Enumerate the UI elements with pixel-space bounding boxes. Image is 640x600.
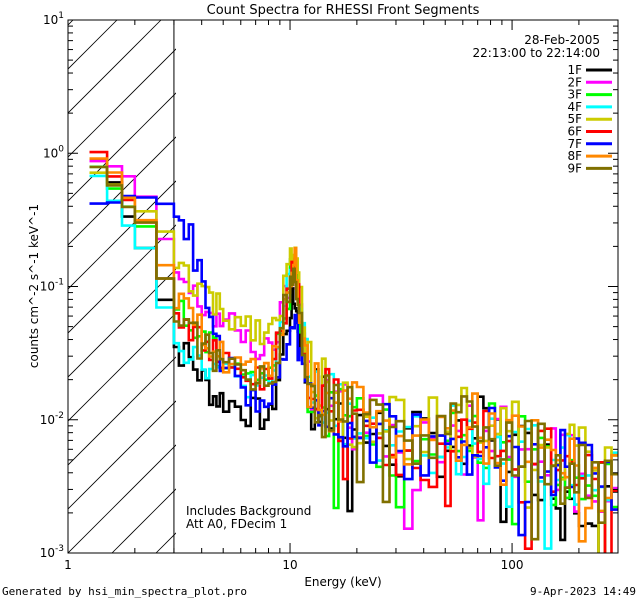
y-tick-label: 100 <box>43 144 64 160</box>
series-line-9F <box>89 165 618 541</box>
x-tick-label: 10 <box>282 558 297 572</box>
legend-label-6F: 6F <box>567 125 582 139</box>
hatch-line <box>68 48 176 158</box>
y-tick-label: 10-1 <box>40 278 64 294</box>
y-tick-label: 10-2 <box>40 411 64 427</box>
legend-label-2F: 2F <box>567 75 582 89</box>
legend-label-4F: 4F <box>567 100 582 114</box>
hatch-line <box>68 444 176 553</box>
date-label: 28-Feb-2005 <box>524 33 600 47</box>
y-axis-ticks <box>68 25 618 554</box>
hatch-line <box>68 20 162 114</box>
legend-label-5F: 5F <box>567 112 582 126</box>
y-axis-tick-labels: 10-3 10-2 10-1 100 101 <box>40 11 65 560</box>
x-tick-label: 100 <box>501 558 524 572</box>
note-attenuator: Att A0, FDecim 1 <box>186 517 287 531</box>
hatch-line <box>68 224 176 334</box>
y-tick-label: 10-3 <box>40 544 64 560</box>
series-layer <box>89 150 618 553</box>
legend-label-9F: 9F <box>567 161 582 175</box>
note-background: Includes Background <box>186 504 311 518</box>
generated-by-text: Generated by hsi_min_spectra_plot.pro <box>2 585 247 598</box>
hatch-line <box>288 20 640 553</box>
series-line-5F <box>89 171 618 553</box>
hatch-line <box>68 268 176 378</box>
chart-title: Count Spectra for RHESSI Front Segments <box>207 3 480 18</box>
legend-label-8F: 8F <box>567 149 582 163</box>
y-tick-label: 101 <box>43 11 64 27</box>
hatch-line <box>420 20 640 553</box>
legend-label-1F: 1F <box>567 63 582 77</box>
hatch-line <box>68 92 176 202</box>
x-tick-label: 1 <box>64 558 72 572</box>
y-axis-label: counts cm^-2 s^-1 keV^-1 <box>27 204 41 368</box>
x-axis-ticks <box>67 20 619 553</box>
hatch-line <box>68 356 176 466</box>
timestamp-text: 9-Apr-2023 14:49 <box>530 585 636 598</box>
time-range-label: 22:13:00 to 22:14:00 <box>473 46 600 60</box>
legend-label-3F: 3F <box>567 88 582 102</box>
legend-label-7F: 7F <box>567 137 582 151</box>
hatch-line <box>68 400 176 510</box>
x-axis-label: Energy (keV) <box>304 575 381 589</box>
x-axis-tick-labels: 1 10 100 <box>64 558 523 572</box>
